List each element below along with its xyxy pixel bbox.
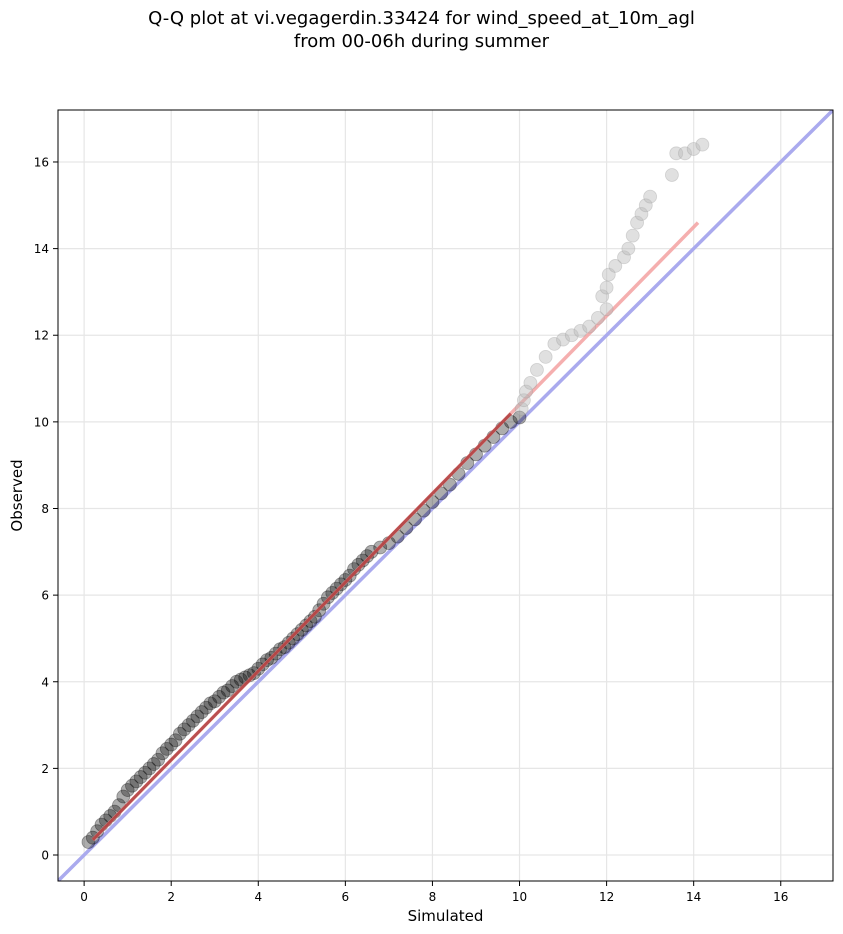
qq-point — [173, 726, 187, 741]
qq-point-tail — [530, 362, 544, 377]
qq-point — [299, 618, 314, 633]
x-tick-label: 8 — [429, 890, 437, 904]
qq-point — [194, 705, 209, 719]
qq-point — [168, 733, 183, 748]
x-tick-label: 2 — [167, 890, 175, 904]
y-tick-label: 12 — [34, 329, 49, 343]
qq-point-tail — [595, 289, 610, 304]
qq-point-tail — [538, 349, 553, 364]
x-tick-label: 6 — [342, 890, 350, 904]
qq-point — [286, 631, 301, 646]
qq-point — [307, 609, 322, 624]
qq-point-tail — [678, 146, 692, 161]
qq-point — [159, 741, 174, 756]
qq-point — [321, 590, 335, 605]
y-tick-label: 2 — [41, 762, 49, 776]
y-tick-label: 10 — [34, 415, 49, 429]
qq-point — [116, 789, 131, 804]
qq-point-tail — [601, 267, 616, 282]
qq-point — [164, 737, 179, 752]
grid-lines — [58, 110, 833, 881]
qq-point — [155, 746, 170, 761]
qq-point — [138, 765, 152, 780]
qq-point — [120, 783, 135, 797]
qq-point-tail — [634, 207, 649, 221]
qq-point — [294, 622, 309, 637]
qq-point — [364, 544, 379, 559]
qq-point — [212, 690, 226, 704]
qq-point — [512, 410, 527, 425]
chart-title-line-1: Q-Q plot at vi.vegagerdin.33424 for wind… — [148, 8, 695, 29]
qq-point — [151, 752, 166, 767]
qq-point — [129, 774, 144, 789]
qq-point — [281, 635, 296, 650]
x-tick-label: 14 — [686, 890, 701, 904]
qq-point — [199, 700, 213, 715]
qq-point — [229, 674, 244, 689]
plot-frame — [57, 109, 834, 882]
qq-point — [190, 709, 205, 724]
qq-point-tail — [617, 250, 631, 265]
qq-point-tail — [519, 384, 533, 399]
qq-point-tail — [573, 324, 588, 338]
qq-point — [207, 694, 222, 709]
qq-point-tail — [599, 280, 614, 295]
y-tick-label: 4 — [41, 675, 49, 689]
fit-line-core-overlay — [91, 412, 512, 841]
qq-point — [277, 640, 292, 655]
qq-point-tail — [625, 228, 640, 243]
y-tick-label: 16 — [34, 155, 49, 169]
qq-point-tail — [547, 336, 562, 351]
qq-point — [216, 685, 231, 700]
qq-point-tail — [643, 189, 658, 204]
chart-title-line-2: from 00-06h during summer — [293, 31, 550, 52]
qq-point-tail — [514, 401, 529, 416]
qq-point — [203, 696, 218, 711]
x-axis-label: Simulated — [408, 907, 484, 925]
qq-point-tail — [582, 319, 597, 334]
qq-point-tail — [621, 241, 636, 256]
qq-point-tail — [599, 302, 614, 317]
qq-point — [220, 683, 235, 698]
qq-point — [360, 549, 375, 564]
qq-point-tail — [556, 332, 570, 347]
qq-point — [142, 761, 157, 776]
x-tick-label: 4 — [254, 890, 262, 904]
qq-point-tail — [516, 393, 531, 408]
qq-point — [146, 757, 161, 771]
qq-point-tail — [638, 198, 653, 213]
x-tick-label: 16 — [773, 890, 788, 904]
qq-point-tail — [590, 311, 605, 325]
qq-point-tail — [665, 168, 679, 182]
qq-point — [303, 614, 318, 629]
qq-point — [325, 586, 340, 600]
x-tick-label: 10 — [512, 890, 527, 904]
qq-point-tail — [686, 142, 701, 156]
qq-point — [186, 713, 200, 728]
y-tick-label: 6 — [41, 589, 49, 603]
qq-point — [177, 722, 192, 737]
qq-point-tail — [669, 146, 684, 161]
qq-point-tail — [523, 375, 538, 390]
qq-point-tail — [695, 137, 710, 152]
qq-point-tail — [564, 328, 579, 343]
qq-point — [233, 672, 248, 687]
qq-point-tail — [630, 215, 644, 230]
qq-point — [125, 778, 139, 793]
qq-point — [181, 718, 196, 732]
qq-point — [133, 770, 148, 784]
x-tick-label: 12 — [599, 890, 614, 904]
qq-point — [225, 679, 240, 693]
qq-point-tail — [608, 259, 623, 273]
y-tick-label: 0 — [41, 849, 49, 863]
y-tick-label: 14 — [34, 242, 49, 256]
y-tick-label: 8 — [41, 502, 49, 516]
one-to-one-reference-line — [58, 110, 833, 881]
x-tick-label: 0 — [80, 890, 88, 904]
qq-point — [290, 627, 305, 642]
y-axis-label: Observed — [8, 459, 26, 531]
